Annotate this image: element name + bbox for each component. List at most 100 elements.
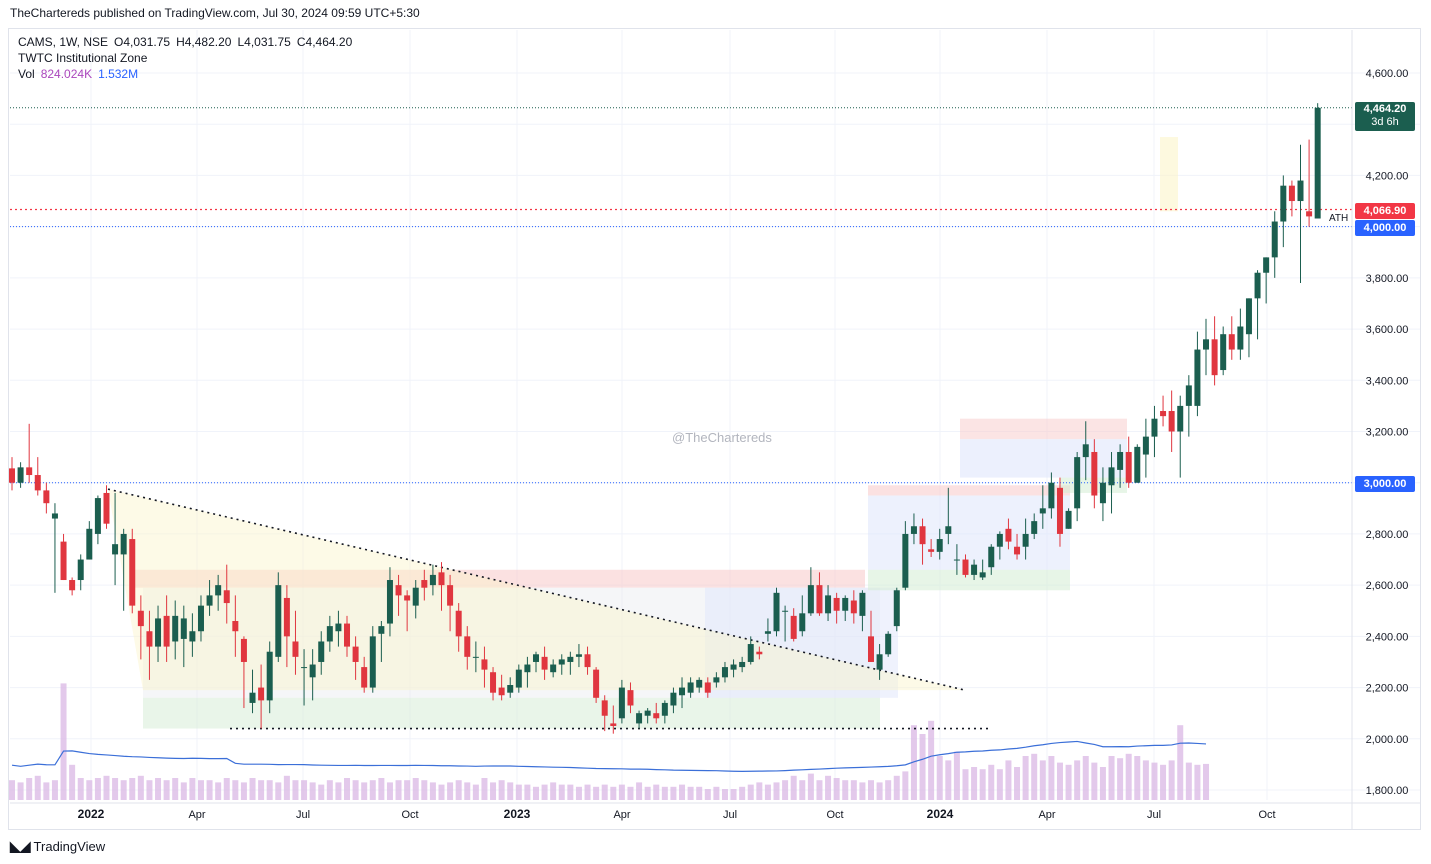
y-tick-label: 3,600.00	[1366, 324, 1409, 336]
candle	[1297, 144, 1304, 283]
candle-body	[507, 685, 514, 693]
candle-body	[283, 597, 290, 637]
candle	[352, 636, 359, 680]
candle-body	[928, 549, 935, 552]
volume-bar	[902, 771, 909, 800]
candle	[584, 646, 591, 675]
candle-body	[721, 667, 728, 678]
volume-bar	[1065, 764, 1072, 800]
candle-body	[661, 702, 668, 716]
volume-bar	[1039, 760, 1046, 800]
volume-bar	[919, 734, 926, 800]
x-tick-label: Oct	[401, 809, 418, 821]
candle-body	[593, 669, 600, 698]
candle	[9, 457, 15, 491]
volume-bar	[584, 784, 591, 800]
footer-brand: TradingView	[33, 839, 106, 854]
candle-body	[919, 526, 926, 545]
volume-bar	[996, 769, 1003, 800]
volume-bar	[756, 782, 763, 800]
volume-bar	[1082, 756, 1089, 800]
candle	[17, 462, 24, 488]
candle-body	[438, 572, 445, 586]
candle-body	[910, 526, 917, 534]
zone-rect	[135, 569, 865, 588]
x-tick-label: Jul	[1147, 809, 1161, 821]
candle-body	[361, 667, 368, 688]
level-4000-tag: 4,000.00	[1355, 220, 1415, 236]
candle	[996, 531, 1003, 560]
volume-bar	[661, 786, 668, 800]
candle-body	[1142, 436, 1149, 455]
volume-bar	[1134, 756, 1141, 800]
candle-body	[679, 687, 686, 696]
candle-body	[885, 633, 892, 655]
candle-body	[850, 600, 857, 614]
candle	[249, 669, 256, 714]
candle	[1228, 316, 1235, 360]
volume-bar	[206, 780, 213, 800]
candle	[69, 577, 76, 596]
candle	[790, 608, 797, 642]
candle-body	[1185, 385, 1192, 406]
candle-body	[747, 644, 754, 662]
candle	[1254, 270, 1261, 340]
candle-body	[34, 475, 41, 491]
candle	[1271, 211, 1278, 278]
candle	[77, 554, 84, 591]
candle-body	[344, 623, 351, 647]
candle	[747, 636, 754, 665]
volume-bar	[636, 782, 643, 800]
candle	[481, 646, 488, 688]
volume-bar	[1160, 764, 1167, 800]
candle	[1074, 451, 1081, 522]
candle	[1237, 308, 1244, 360]
ath-label: ATH	[1329, 213, 1349, 224]
volume-bar	[1056, 762, 1063, 800]
candle-body	[395, 585, 402, 596]
candle-body	[696, 679, 703, 688]
tradingview-logo-icon: ◣◢	[10, 838, 31, 854]
candle	[636, 710, 643, 729]
candle-body	[172, 615, 179, 642]
candle	[1039, 485, 1046, 529]
volume-bar	[1168, 760, 1175, 800]
volume-bar	[1117, 758, 1124, 800]
candle-body	[704, 682, 711, 693]
candle	[309, 649, 316, 701]
chart-frame[interactable]	[8, 28, 1421, 830]
candle-body	[1211, 339, 1218, 376]
candle-body	[584, 654, 591, 668]
candle	[1160, 395, 1167, 427]
volume-bar	[541, 784, 548, 800]
candle	[1065, 508, 1072, 529]
legend-high: H4,482.20	[176, 35, 232, 49]
legend-volume-row[interactable]: Vol 824.024K 1.532M	[18, 66, 358, 82]
candle-body	[464, 636, 471, 657]
candle	[910, 513, 917, 545]
candle	[120, 528, 127, 611]
volume-bar	[1203, 763, 1210, 800]
volume-bar	[301, 780, 308, 800]
candle-body	[945, 526, 952, 534]
tradingview-footer[interactable]: ◣◢ TradingView	[10, 838, 105, 855]
volume-bar	[318, 784, 325, 800]
candle	[558, 654, 565, 675]
candle	[1288, 180, 1295, 217]
candle	[764, 618, 771, 642]
volume-bar	[94, 778, 101, 800]
candle-body	[541, 656, 548, 670]
candle-body	[979, 572, 986, 578]
candle-body	[429, 574, 436, 586]
candle	[1151, 405, 1158, 458]
zone-rect	[143, 697, 880, 729]
candle-body	[490, 672, 497, 693]
volume-bar	[1091, 762, 1098, 800]
candle-body	[687, 682, 694, 693]
candle	[610, 705, 617, 734]
candle	[1014, 533, 1021, 560]
legend-indicator-row[interactable]: TWTC Institutional Zone	[18, 50, 358, 66]
y-tick-label: 4,600.00	[1366, 68, 1409, 80]
y-tick-label: 2,200.00	[1366, 683, 1409, 695]
